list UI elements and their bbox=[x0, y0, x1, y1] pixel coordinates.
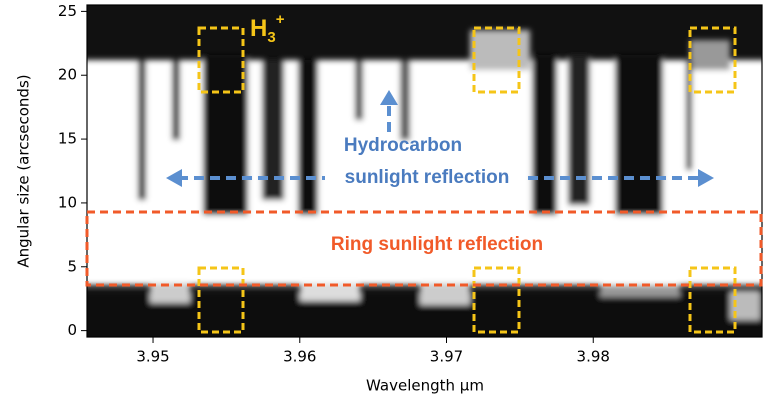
y-tick-label: 15 bbox=[58, 130, 77, 148]
h3-sub: 3 bbox=[267, 29, 275, 46]
ring-label: Ring sunlight reflection bbox=[331, 234, 543, 255]
hydrocarbon-label: Hydrocarbon bbox=[344, 135, 462, 156]
y-tick-label: 25 bbox=[58, 2, 77, 20]
x-axis-label: Wavelength μm bbox=[366, 377, 484, 395]
y-tick-label: 0 bbox=[67, 321, 77, 339]
h3-sup: + bbox=[276, 11, 285, 28]
h3-base: H bbox=[250, 15, 267, 42]
x-tick-label: 3.96 bbox=[283, 348, 316, 366]
y-tick-label: 5 bbox=[67, 257, 77, 275]
x-tick-label: 3.97 bbox=[430, 348, 463, 366]
hydrocarbon-label: sunlight reflection bbox=[345, 167, 510, 188]
chart: H3+ Hydrocarbon sunlight reflection Ring… bbox=[0, 0, 763, 403]
y-tick-label: 10 bbox=[58, 193, 77, 211]
y-axis-label: Angular size (arcseconds) bbox=[15, 74, 33, 267]
x-tick-label: 3.98 bbox=[577, 348, 610, 366]
y-tick-label: 20 bbox=[58, 66, 77, 84]
x-tick-label: 3.95 bbox=[136, 348, 169, 366]
